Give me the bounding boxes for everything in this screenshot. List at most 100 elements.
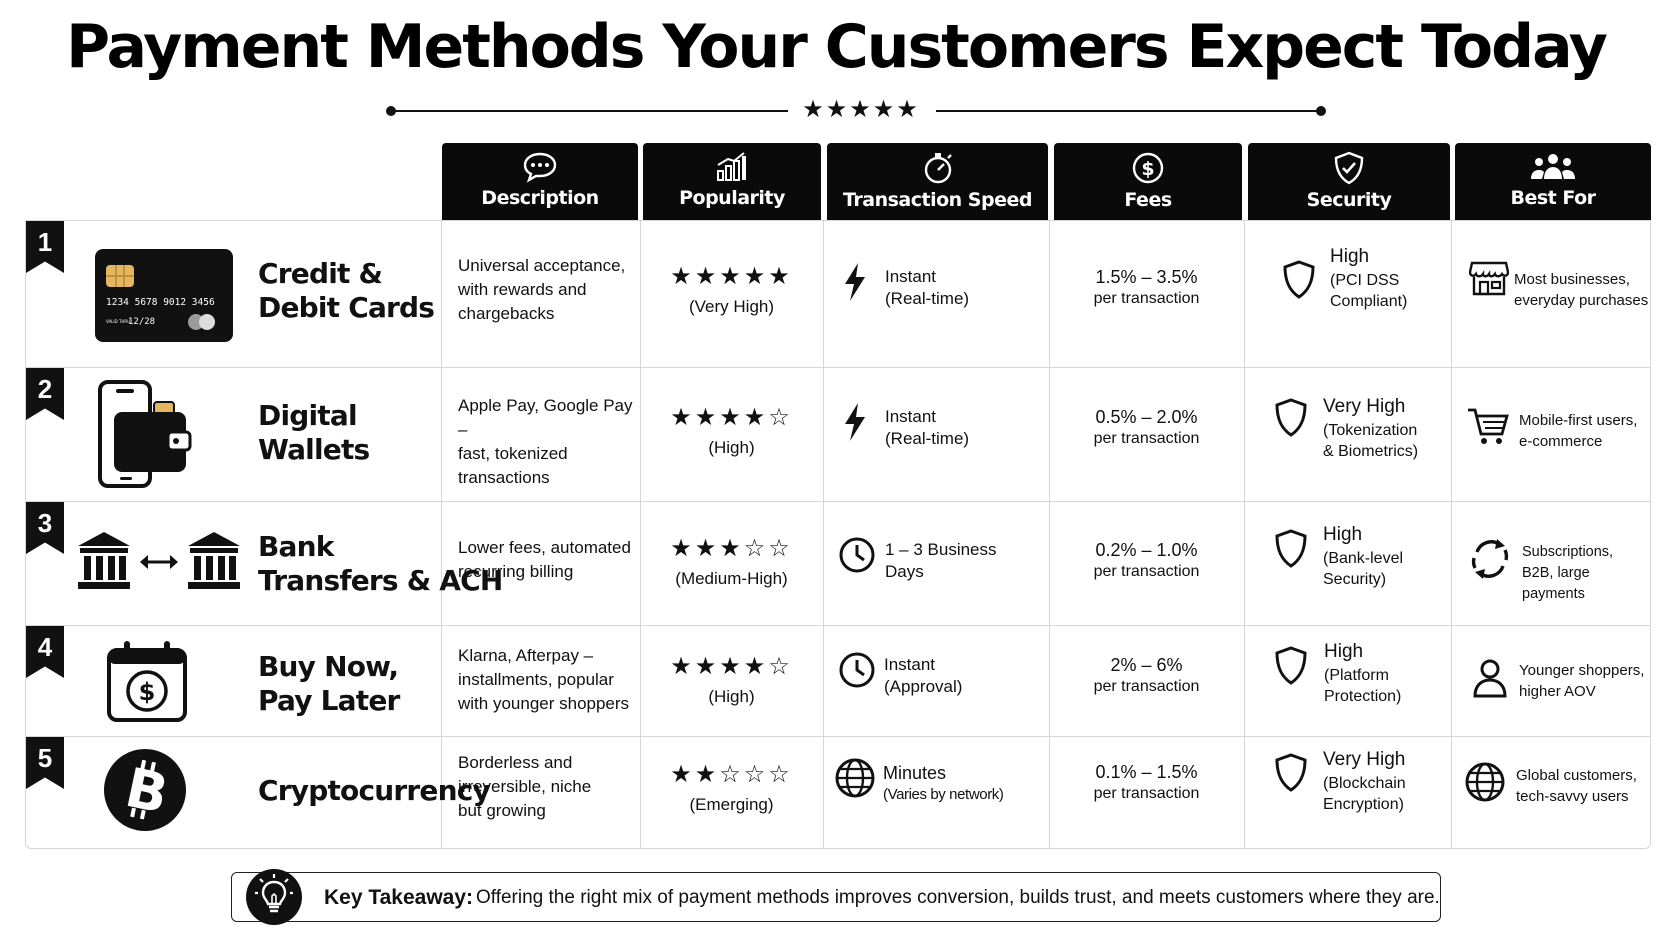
storefront-icon — [1469, 261, 1509, 296]
name-line: Pay Later — [258, 684, 400, 717]
divider-stars: ★★★★★ — [802, 96, 920, 123]
description-cell: Klarna, Afterpay – installments, popular… — [458, 644, 640, 716]
security-note: Encryption) — [1323, 796, 1404, 813]
column-header-label: Transaction Speed — [843, 189, 1032, 211]
lightning-icon — [845, 263, 865, 301]
best-for-line: tech-savvy users — [1516, 788, 1629, 805]
description-line: Apple Pay, Google Pay – — [458, 396, 633, 439]
speed-cell: Minutes (Varies by network) — [883, 762, 1004, 806]
column-header-speed: Transaction Speed — [827, 143, 1048, 220]
divider-dot — [1316, 106, 1326, 116]
speed-cell: Instant (Real-time) — [885, 406, 969, 450]
description-line: with younger shoppers — [458, 694, 630, 713]
clock-icon — [839, 652, 875, 688]
security-cell: Very High (Tokenization & Biometrics) — [1323, 394, 1418, 462]
description-cell: Universal acceptance, with rewards and c… — [458, 254, 638, 326]
table-row-bank-transfers: 3 Bank Transfers & ACH Lower fees, autom… — [26, 502, 1650, 626]
speed-note: (Approval) — [884, 677, 963, 696]
popularity-cell: ★★☆☆☆ (Emerging) — [640, 761, 823, 816]
fees-cell: 1.5% – 3.5% per transaction — [1049, 266, 1244, 310]
best-for-line: B2B, large payments — [1522, 565, 1590, 602]
popularity-label: (Very High) — [688, 297, 775, 316]
star-rating: ★★★★☆ — [670, 653, 793, 680]
shield-icon — [1275, 753, 1307, 792]
security-cell: High (PCI DSS Compliant) — [1330, 244, 1407, 312]
fee-unit: per transaction — [1093, 563, 1200, 580]
description-line: installments, popular — [458, 670, 614, 689]
speed-cell: Instant (Approval) — [884, 654, 962, 698]
table-row-cryptocurrency: 5 B Cryptocurrency Borderless and irreve… — [26, 737, 1650, 850]
description-line: fast, tokenized — [458, 444, 568, 463]
description-cell: Lower fees, automated recurring billing — [458, 536, 640, 584]
shield-icon — [1275, 646, 1307, 685]
person-icon — [1473, 659, 1507, 698]
security-level: High — [1323, 524, 1363, 545]
column-header-description: Description — [442, 143, 638, 220]
fees-cell: 2% – 6% per transaction — [1049, 654, 1244, 698]
fee-unit: per transaction — [1093, 430, 1200, 447]
star-rating: ★★☆☆☆ — [670, 761, 793, 788]
speed-note: (Real-time) — [885, 429, 970, 448]
column-divider — [441, 221, 442, 848]
column-divider — [1049, 221, 1050, 848]
payment-method-name: Digital Wallets — [258, 399, 370, 467]
speed-note: (Real-time) — [885, 289, 970, 308]
bank-transfer-icon — [78, 532, 240, 589]
row-number-badge: 5 — [26, 737, 64, 789]
shield-check-icon — [1334, 151, 1364, 185]
fees-cell: 0.5% – 2.0% per transaction — [1049, 406, 1244, 450]
divider-line — [936, 110, 1322, 112]
description-line: irreversible, niche — [458, 777, 592, 796]
credit-card-icon: 1234 5678 9012 3456 VALID THRU 12/28 — [95, 249, 233, 342]
row-number-badge: 2 — [26, 368, 64, 420]
security-cell: High (Bank-level Security) — [1323, 522, 1403, 590]
name-line: Debit Cards — [258, 291, 435, 324]
table-row-credit-debit-cards: 1 1234 5678 9012 3456 VALID THRU 12/28 C… — [26, 221, 1650, 368]
popularity-cell: ★★★☆☆ (Medium-High) — [640, 535, 823, 590]
security-note: (Blockchain — [1323, 775, 1406, 792]
lightbulb-icon — [246, 869, 302, 925]
security-note: (PCI DSS — [1330, 272, 1400, 289]
fee-range: 0.5% – 2.0% — [1095, 407, 1198, 427]
best-for-line: Most businesses, — [1514, 271, 1630, 288]
fee-range: 0.1% – 1.5% — [1095, 762, 1198, 782]
best-for-line: Younger shoppers, — [1519, 662, 1645, 679]
best-for-cell: Most businesses, everyday purchases — [1514, 269, 1648, 311]
card-valid-thru: VALID THRU — [106, 319, 130, 324]
security-level: Very High — [1323, 749, 1406, 770]
popularity-label: (High) — [708, 687, 755, 706]
best-for-cell: Mobile-first users, e-commerce — [1519, 410, 1637, 452]
bar-chart-icon — [717, 152, 746, 181]
description-line: with rewards and — [458, 280, 587, 299]
svg-text:$: $ — [139, 678, 156, 706]
payment-method-name: Bank Transfers & ACH — [258, 530, 503, 598]
phone-wallet-icon — [98, 380, 192, 488]
fee-range: 1.5% – 3.5% — [1095, 267, 1198, 287]
security-level: Very High — [1323, 396, 1406, 417]
name-line: Cryptocurrency — [258, 774, 491, 807]
fees-cell: 0.2% – 1.0% per transaction — [1049, 539, 1244, 583]
speed-cell: Instant (Real-time) — [885, 266, 969, 310]
stopwatch-icon — [924, 153, 952, 184]
key-takeaway-banner: Key Takeaway: Offering the right mix of … — [231, 869, 1441, 925]
shield-icon — [1275, 529, 1307, 568]
description-cell: Apple Pay, Google Pay – fast, tokenized … — [458, 394, 640, 490]
best-for-cell: Subscriptions, B2B, large payments — [1522, 542, 1650, 605]
column-header-security: Security — [1248, 143, 1450, 220]
divider-line — [390, 110, 788, 112]
name-line: Wallets — [258, 433, 370, 466]
shopping-cart-icon — [1468, 408, 1509, 444]
description-line: Borderless and — [458, 753, 573, 772]
column-header-label: Fees — [1124, 189, 1172, 211]
bitcoin-icon: B — [104, 749, 186, 831]
card-expiry: 12/28 — [128, 317, 155, 327]
fee-unit: per transaction — [1093, 290, 1200, 307]
calendar-dollar-icon: $ — [107, 641, 187, 722]
security-level: High — [1324, 641, 1364, 662]
card-number: 1234 5678 9012 3456 — [106, 297, 215, 308]
globe-icon — [835, 758, 875, 798]
popularity-cell: ★★★★★ (Very High) — [640, 263, 823, 318]
best-for-cell: Global customers, tech-savvy users — [1516, 765, 1637, 807]
payment-method-name: Cryptocurrency — [258, 774, 491, 808]
clock-icon — [839, 537, 875, 573]
